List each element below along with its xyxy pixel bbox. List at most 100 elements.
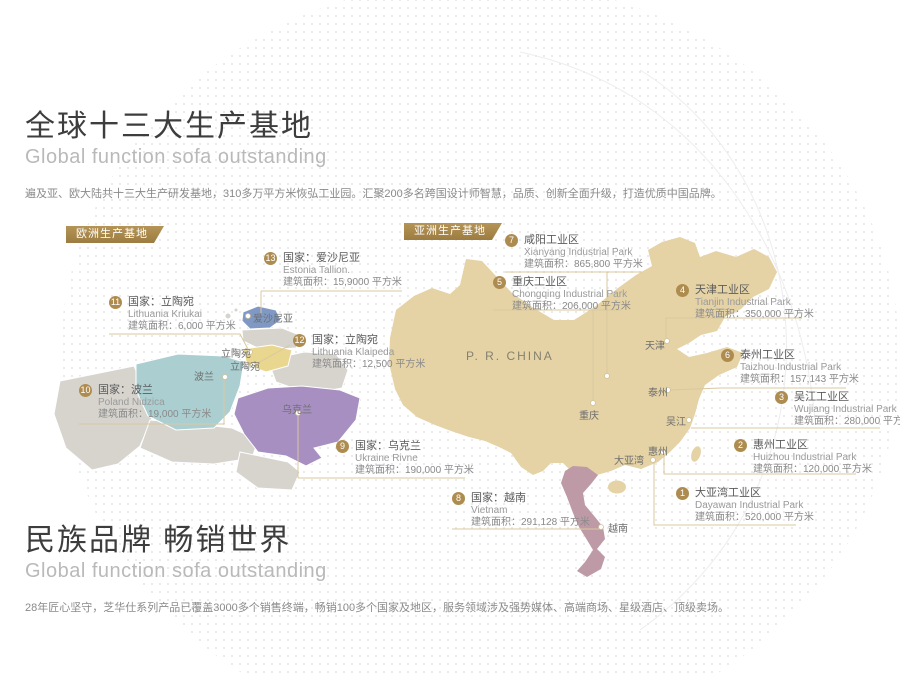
production-site-marker-10: 10 国家：波兰 Poland Nidzica 建筑面积：19,000 平方米 [79, 384, 211, 421]
hainan-island [608, 480, 626, 494]
production-site-marker-4: 4 天津工业区 Tianjin Industrial Park 建筑面积：350,00… [676, 284, 814, 321]
site-name-english: Estonia Tallion. [283, 265, 351, 276]
site-building-area: 建筑面积：157,143 平方米 [740, 374, 859, 385]
production-site-marker-1: 1 大亚湾工业区 Dayawan Industrial Park 建筑面积：520,0… [676, 487, 814, 524]
map-label: 吴江 [666, 417, 686, 428]
marker-number-badge: 4 [676, 284, 689, 297]
production-site-marker-8: 8 国家：越南 Vietnam 建筑面积：291,128 平方米 [452, 492, 590, 529]
europe-bases-badge: 欧洲生产基地 [66, 226, 164, 243]
marker-number-badge: 1 [676, 487, 689, 500]
production-site-marker-12: 12 国家：立陶宛 Lithuania Klaipeda 建筑面积：12,500 平方… [293, 334, 425, 371]
site-name: 大亚湾工业区 [695, 487, 761, 499]
site-building-area: 建筑面积：350,000 平方米 [695, 309, 814, 320]
production-site-marker-7: 7 咸阳工业区 Xianyang Industrial Park 建筑面积：865,8… [505, 234, 643, 271]
production-site-marker-11: 11 国家：立陶宛 Lithuania Kriukai 建筑面积：6,000 平方米 [109, 296, 236, 333]
site-name-english: Ukraine Rivne [355, 453, 418, 464]
site-name-english: Poland Nidzica [98, 397, 165, 408]
marker-number-badge: 12 [293, 334, 306, 347]
site-name: 国家：波兰 [98, 384, 153, 396]
city-dots [222, 313, 692, 530]
marker-number-badge: 11 [109, 296, 122, 309]
map-label: 重庆 [579, 411, 599, 422]
europe-map [53, 305, 361, 491]
site-name: 惠州工业区 [753, 439, 808, 451]
site-building-area: 建筑面积：12,500 平方米 [312, 359, 426, 370]
map-label: 泰州 [648, 388, 668, 399]
production-site-marker-5: 5 重庆工业区 Chongqing Industrial Park 建筑面积：206,… [493, 276, 631, 313]
site-building-area: 建筑面积：291,128 平方米 [471, 517, 590, 528]
site-name: 吴江工业区 [794, 391, 849, 403]
site-building-area: 建筑面积：190,000 平方米 [355, 465, 474, 476]
site-name-english: Huizhou Industrial Park [753, 452, 857, 463]
marker-number-badge: 2 [734, 439, 747, 452]
page-description: 遍及亚、欧大陆共十三大生产研发基地，310多万平方米恢弘工业园。汇聚200多名跨… [25, 187, 722, 200]
site-building-area: 建筑面积：280,000 平方米 [794, 416, 900, 427]
site-name-english: Xianyang Industrial Park [524, 247, 633, 258]
bottom-description: 28年匠心坚守，芝华仕系列产品已覆盖3000多个销售终端，畅销100多个国家及地… [25, 601, 730, 614]
map-label: P. R. CHINA [466, 349, 554, 363]
site-name: 天津工业区 [695, 284, 750, 296]
country-poland [135, 353, 245, 431]
map-label: 乌克兰 [282, 405, 312, 416]
production-site-marker-9: 9 国家：乌克兰 Ukraine Rivne 建筑面积：190,000 平方米 [336, 440, 474, 477]
map-label: 越南 [608, 524, 628, 535]
marker-number-badge: 5 [493, 276, 506, 289]
map-label: 惠州 [648, 447, 668, 458]
baltic-island [233, 307, 239, 313]
country-romania [235, 451, 301, 491]
production-site-marker-2: 2 惠州工业区 Huizhou Industrial Park 建筑面积：120,00… [734, 439, 872, 476]
country-latvia [241, 327, 303, 351]
site-building-area: 建筑面积：6,000 平方米 [128, 321, 236, 332]
site-name-english: Dayawan Industrial Park [695, 500, 804, 511]
site-name: 国家：越南 [471, 492, 526, 504]
marker-number-badge: 10 [79, 384, 92, 397]
site-building-area: 建筑面积：520,000 平方米 [695, 512, 814, 523]
site-building-area: 建筑面积：120,000 平方米 [753, 464, 872, 475]
site-name: 国家：立陶宛 [312, 334, 378, 346]
page-subtitle: Global function sofa outstanding [25, 145, 327, 168]
asia-bases-badge: 亚洲生产基地 [404, 223, 502, 240]
production-site-marker-3: 3 吴江工业区 Wujiang Industrial Park 建筑面积：280,00… [775, 391, 900, 428]
site-name: 国家：乌克兰 [355, 440, 421, 452]
site-name-english: Vietnam [471, 505, 508, 516]
globe-meridian [639, 69, 787, 631]
site-name-english: Taizhou Industrial Park [740, 362, 842, 373]
marker-number-badge: 7 [505, 234, 518, 247]
baltic-island [224, 312, 232, 320]
production-site-marker-6: 6 泰州工业区 Taizhou Industrial Park 建筑面积：157,14… [721, 349, 859, 386]
page-title: 全球十三大生产基地 [25, 110, 313, 143]
site-building-area: 建筑面积：19,000 平方米 [98, 409, 212, 420]
site-name: 咸阳工业区 [524, 234, 579, 246]
site-building-area: 建筑面积：865,800 平方米 [524, 259, 643, 270]
site-name-english: Lithuania Klaipeda [312, 347, 395, 358]
site-name-english: Lithuania Kriukai [128, 309, 202, 320]
globe-meridian [519, 51, 816, 421]
map-label: 波兰 [194, 372, 214, 383]
country-ukraine [233, 385, 361, 467]
bottom-title: 民族品牌 畅销世界 [25, 524, 292, 557]
site-name: 泰州工业区 [740, 349, 795, 361]
site-building-area: 建筑面积：206,000 平方米 [512, 301, 631, 312]
marker-number-badge: 9 [336, 440, 349, 453]
map-label: 爱沙尼亚 [253, 314, 293, 325]
production-site-marker-13: 13 国家：爱沙尼亚 Estonia Tallion. 建筑面积：15,9000 平方… [264, 252, 402, 289]
site-name: 重庆工业区 [512, 276, 567, 288]
site-name-english: Chongqing Industrial Park [512, 289, 628, 300]
site-name: 国家：爱沙尼亚 [283, 252, 360, 264]
site-name: 国家：立陶宛 [128, 296, 194, 308]
taiwan-island [691, 446, 701, 462]
marker-number-badge: 6 [721, 349, 734, 362]
bottom-subtitle: Global function sofa outstanding [25, 559, 327, 582]
bottom-section: 民族品牌 畅销世界 Global function sofa outstandi… [25, 524, 729, 615]
map-label: 立陶宛 [230, 362, 260, 373]
site-name-english: Wujiang Industrial Park [794, 404, 897, 415]
leader-lines [79, 271, 880, 530]
top-section: 全球十三大生产基地 Global function sofa outstandi… [25, 110, 722, 201]
marker-number-badge: 3 [775, 391, 788, 404]
site-building-area: 建筑面积：15,9000 平方米 [283, 277, 402, 288]
country-vietnam [561, 466, 605, 577]
map-label: 立陶宛 [221, 349, 251, 360]
map-label: 天津 [645, 341, 665, 352]
map-label: 大亚湾 [614, 456, 644, 467]
